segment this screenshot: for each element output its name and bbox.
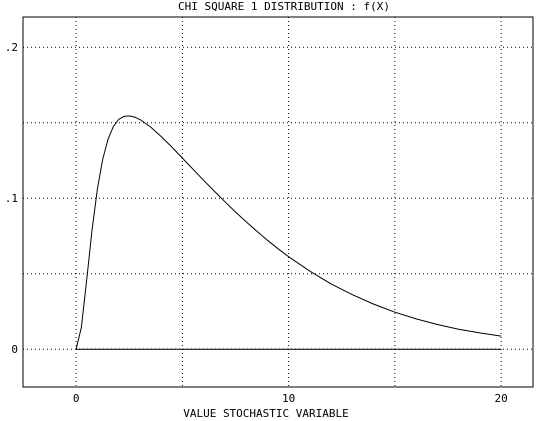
- y-tick-label: .2: [5, 41, 18, 54]
- plot-frame: [22, 16, 534, 388]
- x-axis-label: VALUE STOCHASTIC VARIABLE: [183, 407, 349, 420]
- x-axis-tick-labels: 0 10 20: [73, 392, 508, 405]
- x-tick-label: 20: [495, 392, 508, 405]
- x-tick-label: 0: [73, 392, 80, 405]
- grid: [23, 17, 533, 387]
- y-axis-tick-labels: 0 .1 .2: [5, 41, 18, 356]
- y-tick-label: 0: [11, 343, 18, 356]
- y-tick-label: .1: [5, 192, 18, 205]
- chart-title: CHI SQUARE 1 DISTRIBUTION : f(X): [178, 0, 390, 13]
- series-line: [75, 115, 502, 350]
- x-tick-label: 10: [282, 392, 295, 405]
